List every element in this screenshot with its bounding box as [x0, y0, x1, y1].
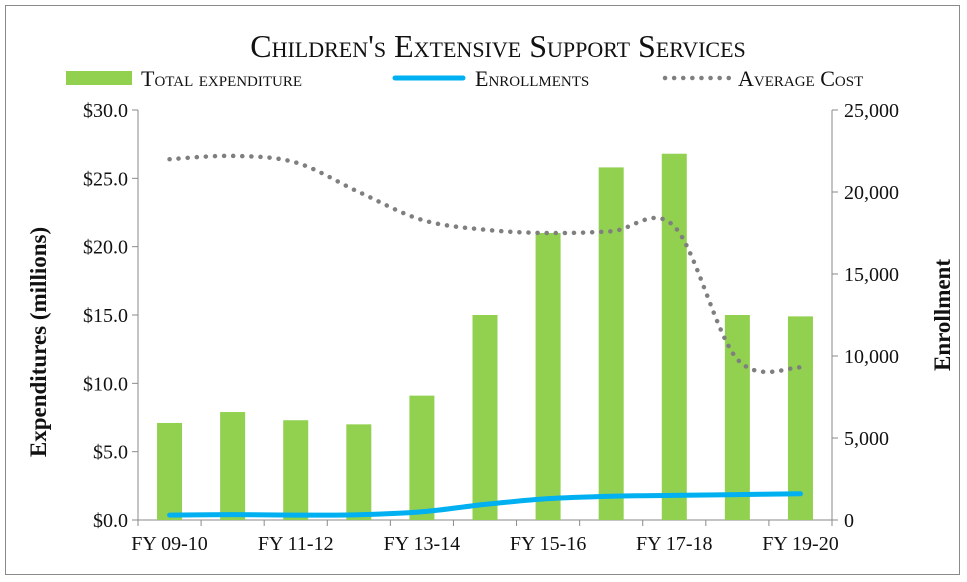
bar-fy-09-10 [157, 422, 183, 520]
x-tick-label: FY 13-14 [384, 533, 460, 555]
bar-fy-14-15 [472, 315, 498, 520]
x-tick-label: FY 19-20 [762, 533, 838, 555]
legend-label-enrollments: Enrollments [475, 66, 589, 91]
y-right-tick-label: 5,000 [844, 428, 889, 450]
x-tick-label: FY 15-16 [510, 533, 586, 555]
y-left-tick-label: $5.0 [93, 442, 128, 464]
legend-swatch-total-expenditure [66, 71, 132, 85]
y-left-tick-label: $25.0 [83, 168, 128, 190]
bar-fy-12-13 [346, 424, 372, 520]
y-axis-left-label: Expenditures (millions) [26, 227, 51, 457]
bar-fy-15-16 [535, 233, 561, 520]
y-left-tick-label: $10.0 [83, 373, 128, 395]
bar-fy-13-14 [409, 395, 435, 520]
x-tick-label: FY 17-18 [636, 533, 712, 555]
bar-series [157, 153, 813, 520]
y-left-tick-label: $30.0 [83, 100, 128, 122]
y-left-tick-label: $20.0 [83, 237, 128, 259]
legend-label-total-expenditure: Total expenditure [141, 66, 302, 91]
y-right-tick-label: 20,000 [844, 182, 899, 204]
chart-title: Children's Extensive Support Services [250, 28, 746, 64]
bar-fy-10-11 [220, 412, 246, 520]
bar-fy-17-18 [661, 153, 687, 520]
chart-axes: $0.0 $5.0 $10.0 $15.0 $20.0 $25.0 $30.0 0 5,000 1… [83, 100, 899, 555]
chart-legend: Total expenditure Enrollments Average Cost [66, 66, 863, 91]
y-right-tick-label: 0 [844, 510, 854, 532]
x-tick-label: FY 09-10 [131, 533, 207, 555]
x-tick-label: FY 11-12 [258, 533, 334, 555]
bar-fy-19-20 [787, 316, 813, 520]
bar-fy-11-12 [283, 420, 309, 520]
y-right-tick-label: 25,000 [844, 100, 899, 122]
y-left-tick-label: $15.0 [83, 305, 128, 327]
y-right-tick-label: 10,000 [844, 346, 899, 368]
legend-label-average-cost: Average Cost [738, 66, 863, 91]
y-left-tick-label: $0.0 [93, 510, 128, 532]
line-enrollments [167, 491, 803, 518]
line-series [167, 153, 803, 518]
bar-fy-16-17 [598, 167, 624, 520]
y-right-tick-label: 15,000 [844, 264, 899, 286]
y-axis-right-label: Enrollment [930, 259, 955, 371]
bar-fy-18-19 [724, 315, 750, 520]
